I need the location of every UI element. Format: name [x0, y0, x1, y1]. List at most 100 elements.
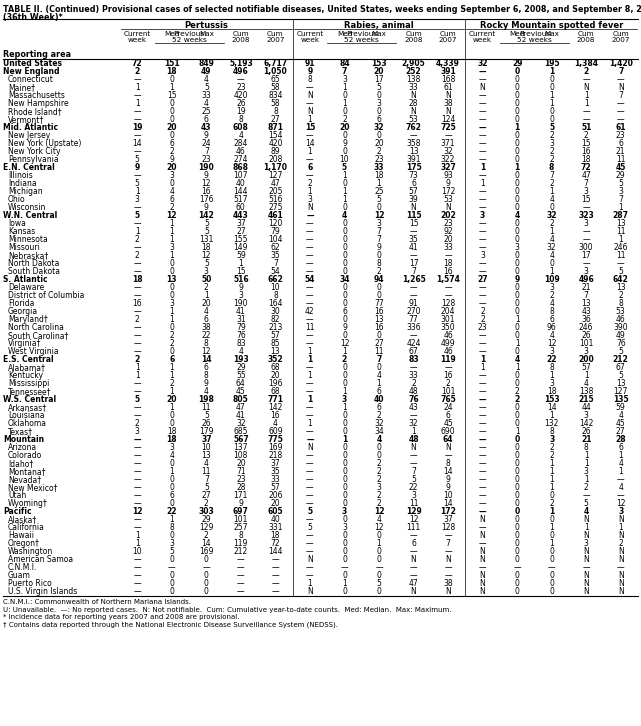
Text: 1: 1 [619, 203, 623, 213]
Text: 26: 26 [236, 99, 246, 108]
Text: —: — [133, 484, 141, 492]
Text: 13: 13 [374, 315, 384, 325]
Text: N: N [479, 555, 485, 564]
Text: N: N [411, 203, 417, 213]
Text: 109: 109 [544, 275, 560, 285]
Text: 28: 28 [409, 99, 419, 108]
Text: Cum: Cum [267, 31, 284, 37]
Text: Ohio: Ohio [8, 195, 26, 205]
Text: —: — [410, 131, 417, 140]
Text: Nebraska†: Nebraska† [8, 251, 48, 261]
Text: —: — [479, 396, 487, 404]
Text: 4: 4 [273, 420, 278, 428]
Text: 169: 169 [199, 547, 213, 556]
Text: U: Unavailable.  —: No reported cases.  N: Not notifiable.  Cum: Cumulative year: U: Unavailable. —: No reported cases. N:… [3, 607, 451, 613]
Text: 15: 15 [409, 219, 419, 229]
Text: —: — [410, 227, 417, 237]
Text: 8: 8 [308, 76, 312, 84]
Text: 0: 0 [169, 107, 174, 116]
Text: 496: 496 [578, 275, 594, 285]
Text: 2: 2 [204, 531, 209, 540]
Text: 18: 18 [374, 171, 384, 180]
Text: —: — [513, 563, 521, 572]
Text: —: — [306, 219, 313, 229]
Text: 135: 135 [613, 396, 629, 404]
Text: 443: 443 [233, 211, 249, 221]
Text: 270: 270 [406, 307, 420, 317]
Text: —: — [133, 259, 141, 269]
Text: 204: 204 [441, 307, 455, 317]
Text: 9: 9 [445, 484, 451, 492]
Text: 0: 0 [376, 203, 381, 213]
Text: 4: 4 [204, 460, 209, 468]
Text: N: N [479, 571, 485, 580]
Text: —: — [548, 563, 556, 572]
Text: 6: 6 [549, 315, 554, 325]
Text: —: — [583, 227, 590, 237]
Text: —: — [583, 76, 590, 84]
Text: 142: 142 [268, 404, 283, 412]
Text: —: — [133, 460, 141, 468]
Text: 2: 2 [169, 380, 174, 388]
Text: 8: 8 [549, 163, 554, 172]
Text: —: — [306, 515, 313, 524]
Text: —: — [479, 428, 487, 436]
Text: —: — [306, 484, 313, 492]
Text: —: — [479, 187, 487, 197]
Text: 21: 21 [616, 147, 626, 156]
Text: 496: 496 [233, 68, 249, 76]
Text: Med: Med [164, 31, 179, 37]
Text: Puerto Rico: Puerto Rico [8, 579, 52, 588]
Text: 2: 2 [515, 388, 519, 396]
Text: 0: 0 [169, 484, 174, 492]
Text: —: — [133, 115, 141, 124]
Text: —: — [617, 107, 624, 116]
Text: N: N [618, 571, 624, 580]
Text: 13: 13 [201, 452, 211, 460]
Text: 138: 138 [406, 76, 420, 84]
Text: Massachusetts: Massachusetts [8, 91, 65, 100]
Text: 6: 6 [169, 139, 174, 148]
Text: 5: 5 [342, 163, 347, 172]
Text: 871: 871 [267, 123, 283, 132]
Text: 16: 16 [374, 323, 384, 333]
Text: N: N [411, 107, 417, 116]
Text: —: — [479, 339, 487, 348]
Text: 0: 0 [515, 348, 520, 356]
Text: —: — [133, 339, 141, 348]
Text: 8: 8 [445, 460, 451, 468]
Text: 3: 3 [135, 195, 140, 205]
Text: 30: 30 [271, 307, 280, 317]
Text: 15: 15 [167, 91, 177, 100]
Text: 5: 5 [619, 372, 623, 380]
Text: —: — [410, 460, 417, 468]
Text: 5: 5 [135, 211, 140, 221]
Text: 3: 3 [549, 348, 554, 356]
Text: 1: 1 [515, 315, 519, 325]
Text: —: — [306, 571, 313, 580]
Text: 0: 0 [342, 299, 347, 309]
Text: 4: 4 [204, 388, 209, 396]
Text: 23: 23 [201, 155, 211, 164]
Text: Cum: Cum [233, 31, 249, 37]
Text: —: — [583, 203, 590, 213]
Text: 0: 0 [549, 492, 554, 500]
Text: 1: 1 [549, 484, 554, 492]
Text: 0: 0 [515, 380, 520, 388]
Text: 8: 8 [273, 291, 278, 301]
Text: 1: 1 [549, 507, 554, 516]
Text: 1: 1 [169, 83, 174, 92]
Text: 15: 15 [304, 123, 315, 132]
Text: 3: 3 [342, 507, 347, 516]
Text: —: — [444, 563, 452, 572]
Text: 13: 13 [271, 348, 280, 356]
Text: 7: 7 [376, 235, 381, 245]
Text: 0: 0 [169, 579, 174, 588]
Text: 2: 2 [169, 203, 174, 213]
Text: Rocky Mountain spotted fever: Rocky Mountain spotted fever [480, 21, 623, 30]
Text: —: — [410, 283, 417, 293]
Text: N: N [307, 91, 313, 100]
Text: 350: 350 [441, 323, 455, 333]
Text: 9: 9 [204, 131, 209, 140]
Text: —: — [133, 348, 141, 356]
